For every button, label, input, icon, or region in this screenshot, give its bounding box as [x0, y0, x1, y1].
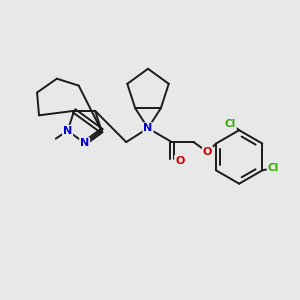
Text: Cl: Cl	[225, 119, 236, 129]
Text: Cl: Cl	[268, 163, 279, 173]
Text: N: N	[143, 123, 153, 133]
Text: N: N	[80, 138, 89, 148]
Text: N: N	[63, 126, 72, 136]
Text: O: O	[203, 147, 212, 157]
Text: O: O	[175, 156, 184, 166]
